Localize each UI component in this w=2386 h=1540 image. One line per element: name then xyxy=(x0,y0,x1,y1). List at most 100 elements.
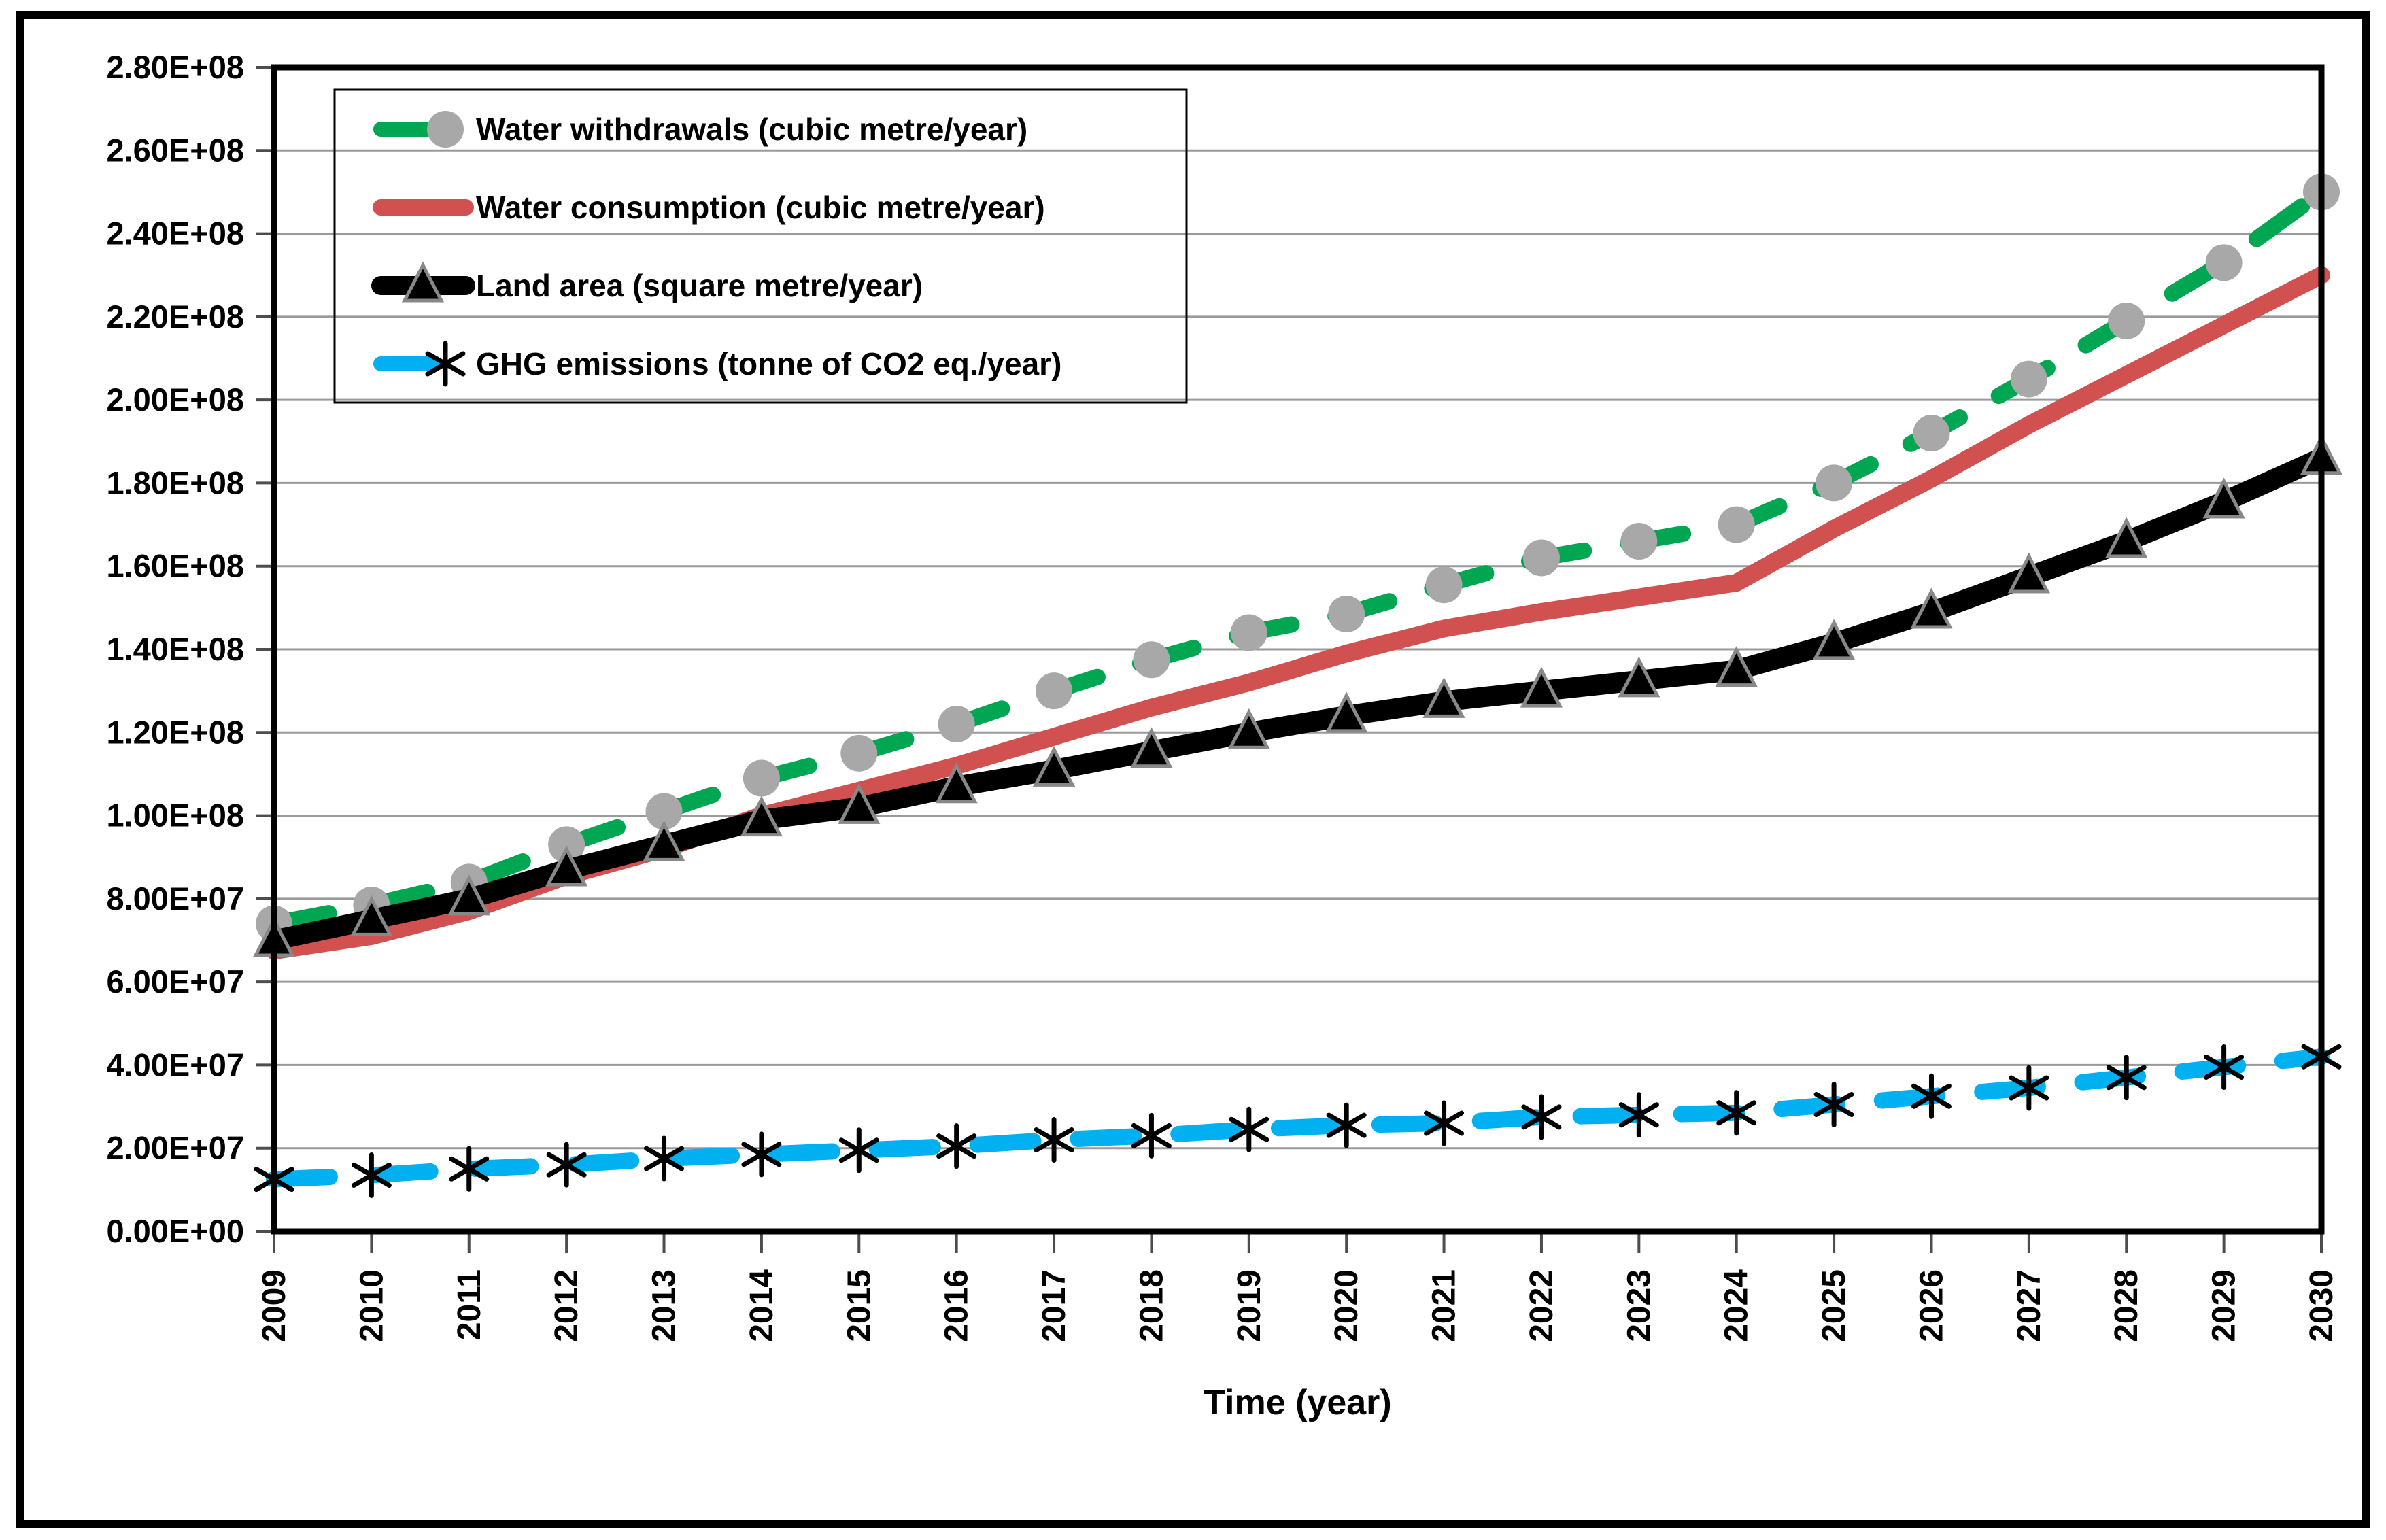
data-point-asterisk xyxy=(1813,1082,1854,1128)
x-tick-label: 2009 xyxy=(256,1269,292,1342)
data-point-circle xyxy=(1620,523,1658,560)
legend-item-water-withdrawals-cubic-metre-year: Water withdrawals (cubic metre/year) xyxy=(373,111,1027,148)
data-point-triangle xyxy=(545,845,588,887)
series-land-area-square-metre-year xyxy=(252,434,2343,957)
y-tick-label: 2.40E+08 xyxy=(106,216,244,252)
legend-label: Water consumption (cubic metre/year) xyxy=(476,190,1045,225)
legend-item-ghg-emissions-tonne-of-co2-eq-year: GHG emissions (tonne of CO2 eq./year) xyxy=(373,341,1061,387)
series-water-withdrawals-cubic-metre-year xyxy=(256,173,2340,942)
y-tick-label: 2.00E+08 xyxy=(106,381,244,417)
x-tick-label: 2011 xyxy=(451,1269,488,1340)
legend-item-land-area-square-metre-year: Land area (square metre/year) xyxy=(371,261,923,303)
y-tick-label: 1.60E+08 xyxy=(106,548,244,584)
data-point-asterisk xyxy=(2204,1044,2245,1090)
data-point-asterisk xyxy=(936,1123,977,1169)
x-tick-label: 2016 xyxy=(939,1269,975,1342)
data-point-triangle xyxy=(935,762,978,804)
data-point-asterisk xyxy=(1521,1094,1562,1140)
x-tick-label: 2030 xyxy=(2304,1269,2340,1342)
data-point-triangle xyxy=(1910,587,1953,629)
legend-label: GHG emissions (tonne of CO2 eq./year) xyxy=(476,346,1061,381)
legend-label: Water withdrawals (cubic metre/year) xyxy=(476,112,1027,147)
data-point-asterisk xyxy=(546,1142,587,1188)
y-tick-label: 2.00E+07 xyxy=(106,1130,244,1166)
data-point-asterisk xyxy=(1326,1102,1367,1148)
data-point-asterisk xyxy=(838,1127,879,1174)
data-point-circle xyxy=(2010,360,2047,398)
x-tick-label: 2015 xyxy=(841,1269,877,1342)
y-tick-label: 2.60E+08 xyxy=(106,132,244,168)
data-point-triangle xyxy=(1227,708,1270,749)
data-point-asterisk xyxy=(1034,1116,1074,1163)
data-point-asterisk xyxy=(1716,1090,1757,1136)
series-ghg-emissions-tonne-of-co2-eq-year xyxy=(254,1033,2342,1203)
legend-label: Land area (square metre/year) xyxy=(476,268,923,303)
y-tick-label: 0.00E+00 xyxy=(106,1213,244,1249)
x-tick-label: 2013 xyxy=(647,1269,683,1342)
data-point-triangle xyxy=(350,895,393,936)
data-point-triangle xyxy=(838,783,881,824)
data-point-circle xyxy=(1133,641,1170,679)
data-point-asterisk xyxy=(449,1146,490,1192)
data-point-triangle xyxy=(1520,666,1563,708)
x-tick-label: 2024 xyxy=(1719,1269,1755,1342)
y-tick-label: 2.20E+08 xyxy=(106,298,244,335)
data-point-circle xyxy=(2108,302,2145,339)
plot-border xyxy=(271,64,2325,1235)
data-point-circle xyxy=(1230,614,1267,651)
data-point-asterisk xyxy=(1424,1100,1465,1146)
x-tick-label: 2022 xyxy=(1524,1269,1560,1342)
data-point-triangle xyxy=(1715,646,1758,687)
x-tick-label: 2028 xyxy=(2109,1269,2145,1342)
data-point-circle xyxy=(1816,464,1853,502)
legend-item-water-consumption-cubic-metre-year: Water consumption (cubic metre/year) xyxy=(373,190,1045,225)
data-point-triangle xyxy=(1812,619,1856,660)
data-point-circle xyxy=(1913,415,1950,452)
x-axis: 2009 2010 2011 2012 2013 2014 2015 2016 2017 2018… xyxy=(256,1231,2340,1342)
x-tick-label: 2023 xyxy=(1621,1269,1657,1342)
y-tick-label: 1.00E+08 xyxy=(106,798,244,834)
data-point-circle xyxy=(743,759,780,797)
data-point-asterisk xyxy=(1229,1106,1269,1152)
data-point-circle xyxy=(840,734,878,772)
data-point-triangle xyxy=(1618,656,1660,698)
legend: Water withdrawals (cubic metre/year) Wate… xyxy=(333,88,1188,404)
gridlines xyxy=(274,149,2321,1150)
y-axis: 0.00E+00 2.00E+07 4.00E+07 6.00E+07 8.00E+07… xyxy=(106,49,274,1249)
y-tick-label: 1.20E+08 xyxy=(106,714,244,750)
data-point-asterisk xyxy=(1618,1092,1659,1138)
y-tick-label: 1.40E+08 xyxy=(106,631,244,667)
data-point-asterisk xyxy=(2106,1055,2147,1101)
data-point-circle xyxy=(548,826,585,863)
data-point-triangle xyxy=(2105,517,2148,558)
data-point-circle xyxy=(427,111,464,148)
y-tick-label: 1.80E+08 xyxy=(106,464,244,500)
x-axis-title: Time (year) xyxy=(1204,1383,1392,1422)
x-tick-label: 2027 xyxy=(2011,1269,2047,1342)
x-tick-label: 2018 xyxy=(1134,1269,1170,1342)
data-point-triangle xyxy=(2202,477,2245,519)
series-line xyxy=(264,447,2332,951)
x-tick-label: 2010 xyxy=(354,1269,390,1342)
data-point-circle xyxy=(1328,596,1365,633)
data-point-asterisk xyxy=(741,1131,782,1178)
series-line xyxy=(266,184,2330,932)
data-point-triangle xyxy=(1130,727,1173,768)
data-point-triangle xyxy=(643,820,685,861)
data-point-triangle xyxy=(1325,691,1368,733)
data-point-triangle xyxy=(401,261,445,303)
data-point-triangle xyxy=(447,874,490,916)
data-point-circle xyxy=(1425,566,1463,604)
legend-box xyxy=(333,88,1188,404)
x-tick-label: 2029 xyxy=(2206,1269,2243,1342)
data-point-asterisk xyxy=(425,341,466,387)
data-point-circle xyxy=(1522,539,1560,577)
data-point-circle xyxy=(1036,672,1073,710)
y-tick-label: 8.00E+07 xyxy=(106,880,244,917)
data-point-asterisk xyxy=(644,1135,685,1182)
data-point-triangle xyxy=(1032,745,1076,787)
data-point-asterisk xyxy=(351,1152,392,1198)
data-point-asterisk xyxy=(1131,1112,1172,1159)
data-point-triangle xyxy=(740,795,783,837)
